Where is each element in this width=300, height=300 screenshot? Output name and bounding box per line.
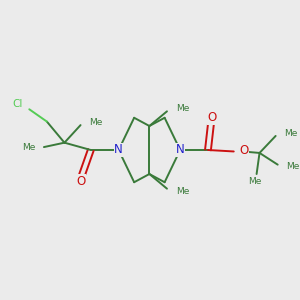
Text: Me: Me xyxy=(22,142,36,152)
Text: O: O xyxy=(208,111,217,124)
Text: Me: Me xyxy=(176,104,189,113)
Text: Me: Me xyxy=(248,177,262,186)
Text: Cl: Cl xyxy=(13,99,23,109)
Text: N: N xyxy=(114,143,123,157)
Text: O: O xyxy=(239,144,248,158)
Text: Me: Me xyxy=(176,187,189,196)
Text: Me: Me xyxy=(284,129,297,138)
Text: Me: Me xyxy=(89,118,102,127)
Text: Me: Me xyxy=(286,162,299,171)
Text: N: N xyxy=(176,143,184,157)
Text: O: O xyxy=(76,175,85,188)
